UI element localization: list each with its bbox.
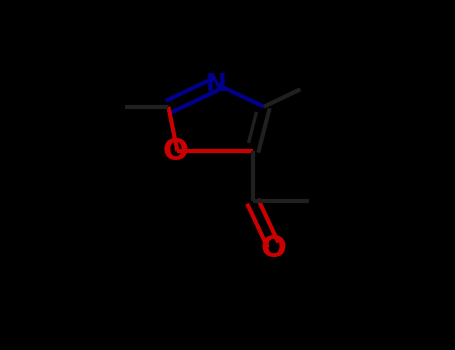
Text: O: O	[260, 234, 286, 263]
Text: N: N	[206, 72, 227, 96]
Text: O: O	[162, 137, 188, 166]
